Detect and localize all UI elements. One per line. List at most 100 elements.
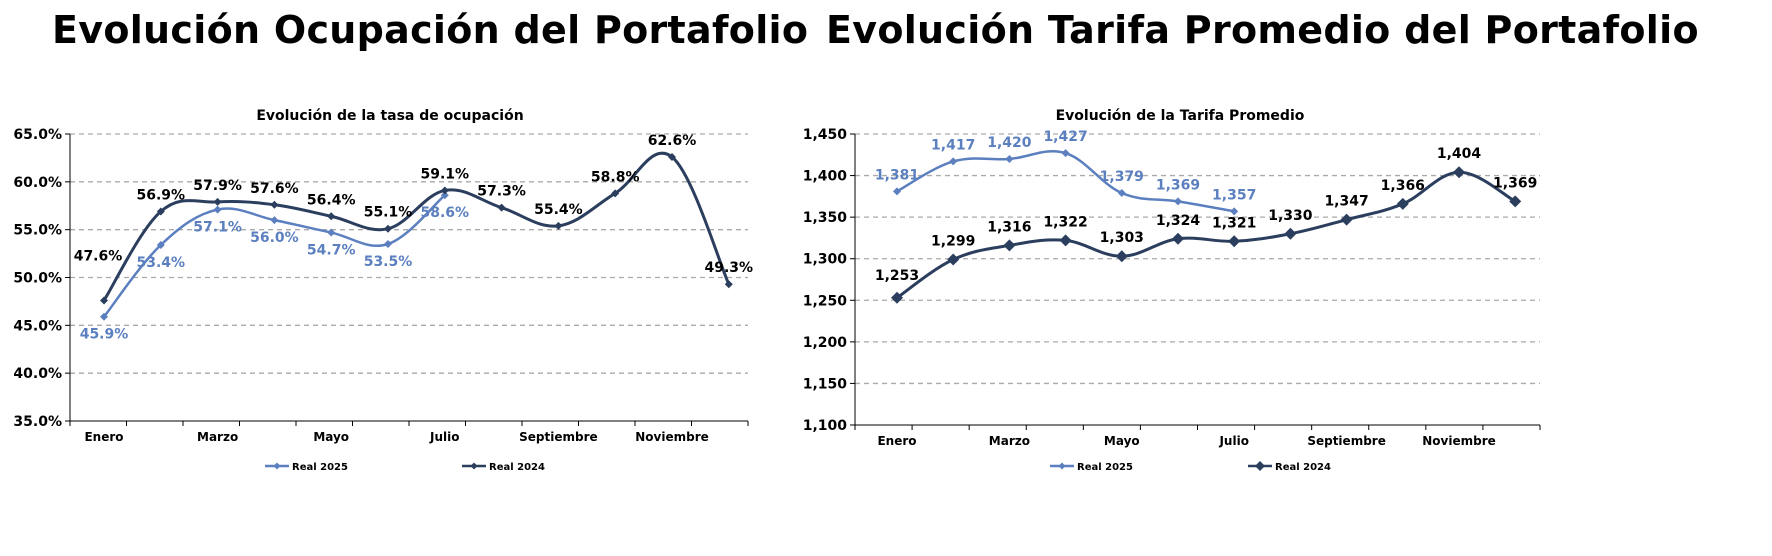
data-label: 57.1% [193,220,242,236]
data-label: 56.0% [250,230,299,246]
data-label: 1,253 [875,268,919,284]
data-label: 53.5% [364,254,413,270]
chart-title: Evolución de la tasa de ocupación [256,108,523,124]
data-label: 55.4% [534,202,583,218]
data-point [213,205,222,214]
data-point [1509,195,1522,208]
legend-marker-icon [273,462,281,470]
data-label: 1,330 [1268,208,1313,224]
data-label: 1,379 [1100,169,1144,185]
data-point [270,200,279,209]
data-label: 45.9% [80,327,129,343]
series-line-real-2024 [102,151,731,302]
data-point [213,197,222,206]
data-point [949,157,958,166]
y-tick-label: 1,300 [803,252,848,268]
data-label: 57.3% [477,184,526,200]
x-tick-label: Mayo [313,430,349,444]
data-label: 62.6% [648,133,697,149]
chart-title: Evolución de la Tarifa Promedio [1056,108,1305,124]
y-tick-label: 45.0% [13,318,62,334]
data-label: 1,404 [1437,146,1482,162]
x-tick-label: Enero [84,430,123,444]
data-point [270,216,279,225]
data-point [1003,239,1016,252]
data-label: 1,347 [1324,194,1368,210]
data-label: 1,299 [931,234,975,250]
data-label: 1,322 [1043,214,1087,230]
data-point [1396,197,1409,210]
data-point [1172,232,1184,245]
legend-label: Real 2025 [1077,462,1133,473]
data-point [554,221,563,230]
legend-marker-icon [1255,461,1265,471]
legend-marker-icon [470,462,478,470]
data-label: 1,303 [1100,230,1144,246]
occupancy-chart: Evolución de la tasa de ocupación 35.0% 40… [13,108,753,473]
data-label: 57.6% [250,181,299,197]
data-label: 55.1% [364,205,413,221]
y-tick-label: 1,250 [803,293,848,309]
data-point [891,291,903,304]
data-point [156,207,165,216]
data-label: 1,369 [1493,175,1537,191]
heading-occupancy: Evolución Ocupación del Portafolio [52,8,809,52]
x-tick-label: Marzo [197,430,238,444]
heading-rate: Evolución Tarifa Promedio del Portafolio [826,8,1699,52]
y-tick-label: 1,150 [803,376,848,392]
data-label: 56.4% [307,192,356,208]
data-label: 59.1% [421,166,470,182]
x-tick-label: Marzo [989,434,1030,448]
x-tick-label: Enero [877,434,916,448]
data-point [1115,250,1128,263]
legend-label: Real 2024 [1275,462,1331,473]
data-point [327,228,336,237]
data-label: 49.3% [705,260,754,276]
data-point [1453,166,1465,179]
data-point [384,240,392,249]
x-tick-label: Septiembre [519,430,598,444]
data-point [384,224,392,233]
data-point [1059,234,1072,247]
data-point [893,187,901,196]
data-point [1061,149,1070,158]
data-label: 1,357 [1212,187,1256,203]
y-tick-label: 40.0% [13,366,62,382]
data-label: 1,324 [1156,213,1201,229]
data-point [440,186,449,195]
data-label: 53.4% [137,255,186,271]
y-tick-label: 1,350 [803,210,848,226]
series-line-real-2024 [896,170,1516,300]
data-point [100,312,108,321]
data-point [1284,227,1297,240]
data-label: 1,427 [1043,129,1087,145]
data-label: 47.6% [74,248,123,264]
data-point [1174,197,1182,206]
data-label: 1,321 [1212,215,1256,231]
x-tick-label: Mayo [1104,434,1140,448]
data-label: 1,420 [987,135,1032,151]
y-tick-label: 1,200 [803,335,848,351]
data-point [100,296,108,305]
data-point [1230,207,1239,216]
legend-label: Real 2024 [489,462,545,473]
data-point [947,253,960,266]
data-point [440,191,449,200]
data-point [1340,213,1353,226]
data-point [1117,189,1126,198]
data-point [156,240,165,249]
y-tick-label: 35.0% [13,414,62,430]
y-tick-label: 55.0% [13,223,62,239]
x-tick-label: Noviembre [635,430,709,444]
data-point [327,212,336,221]
data-label: 1,316 [987,219,1031,235]
data-label: 1,369 [1156,177,1200,193]
data-point [1228,235,1241,248]
data-label: 58.8% [591,169,640,185]
y-tick-label: 60.0% [13,175,62,191]
data-label: 54.7% [307,243,356,259]
x-tick-label: Septiembre [1307,434,1386,448]
y-tick-label: 1,400 [803,169,848,185]
data-label: 58.6% [421,205,470,221]
